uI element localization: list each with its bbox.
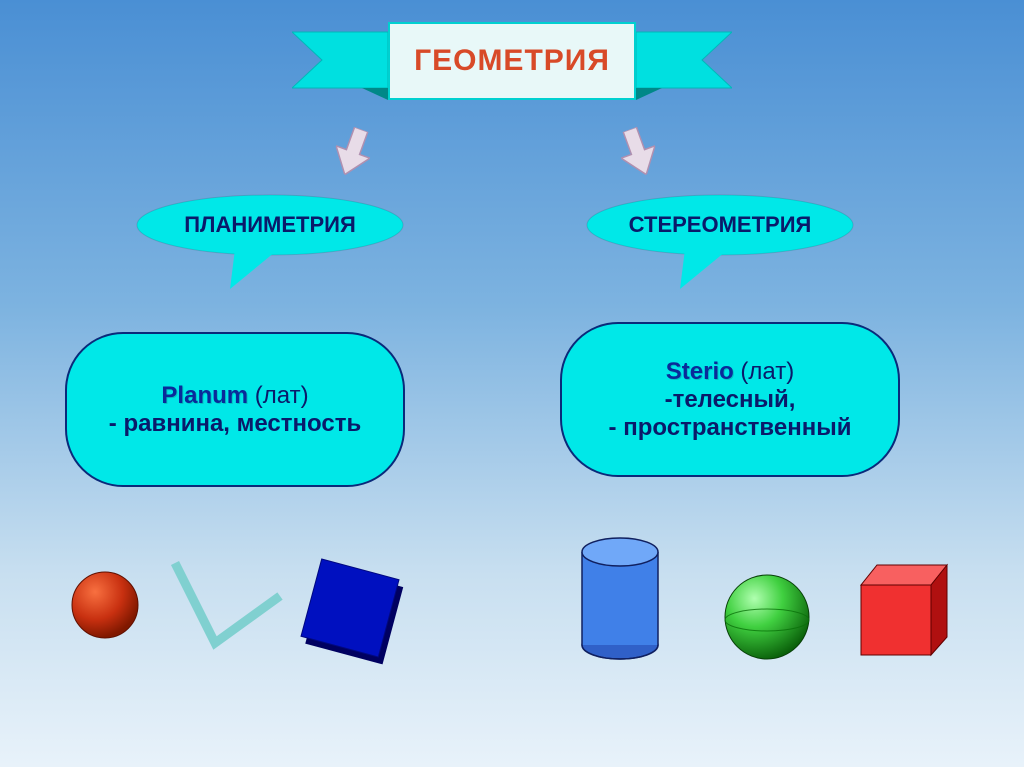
callout-left-label: ПЛАНИМЕТРИЯ	[184, 212, 356, 238]
title-banner: ГЕОМЕТРИЯ	[292, 10, 732, 120]
arrow-left	[328, 123, 378, 180]
ribbon-right	[636, 32, 732, 88]
callout-right-label: СТЕРЕОМЕТРИЯ	[629, 212, 812, 238]
arrow-right	[613, 123, 663, 180]
desc-right-l3-prefix: -	[609, 414, 624, 441]
desc-left: Planum (лат) - равнина, местность	[65, 332, 405, 487]
desc-right-l3-text: пространственный	[623, 414, 851, 441]
callout-left-label-wrap: ПЛАНИМЕТРИЯ	[135, 194, 405, 256]
desc-right-line1: Sterio (лат)	[666, 358, 794, 386]
desc-right-l2-text: телесный,	[673, 386, 796, 413]
desc-left-term: Planum	[161, 382, 248, 409]
desc-right-term: Sterio	[666, 358, 734, 385]
callout-right: СТЕРЕОМЕТРИЯ	[585, 194, 855, 274]
desc-left-line2: - равнина, местность	[109, 410, 361, 438]
shape-square-2d	[290, 548, 410, 668]
desc-right: Sterio (лат) -телесный, - пространственн…	[560, 322, 900, 477]
desc-left-line1: Planum (лат)	[161, 382, 308, 410]
shape-cube	[855, 555, 965, 665]
title-text: ГЕОМЕТРИЯ	[414, 44, 610, 78]
shape-cylinder	[570, 530, 670, 670]
ribbon-right-fold	[636, 88, 662, 100]
callout-left: ПЛАНИМЕТРИЯ	[135, 194, 405, 274]
desc-right-suffix: (лат)	[734, 358, 794, 385]
shape-circle-2d	[65, 565, 145, 645]
desc-right-l2-prefix: -	[665, 386, 673, 413]
ribbon-left-fold	[362, 88, 388, 100]
desc-right-line3: - пространственный	[609, 414, 852, 442]
title-box: ГЕОМЕТРИЯ	[388, 22, 636, 100]
shape-angle	[160, 548, 290, 658]
ribbon-left	[292, 32, 388, 88]
shape-sphere	[720, 570, 815, 665]
desc-left-suffix: (лат)	[248, 382, 308, 409]
callout-right-label-wrap: СТЕРЕОМЕТРИЯ	[585, 194, 855, 256]
desc-right-line2: -телесный,	[665, 386, 796, 414]
